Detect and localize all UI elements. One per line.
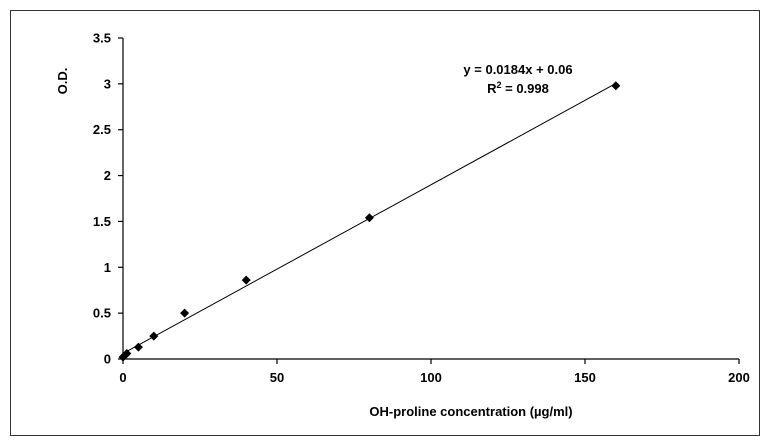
- x-axis-ticks: 0 50 100 150 200: [119, 359, 750, 385]
- y-axis-ticks: 0 0.5 1 1.5 2 2.5 3 3.5: [93, 31, 123, 367]
- x-tick-label: 150: [574, 370, 596, 385]
- x-tick-label: 200: [728, 370, 750, 385]
- x-tick-label: 50: [270, 370, 284, 385]
- chart-frame: 0 0.5 1 1.5 2 2.5 3 3.5 0 50 100 150 200 O.D. OH-pr…: [10, 10, 760, 436]
- r-squared-suffix: = 0.998: [502, 81, 549, 96]
- x-tick-label: 0: [119, 370, 126, 385]
- data-point: [611, 81, 621, 91]
- data-point: [133, 342, 143, 352]
- y-tick-label: 2.5: [93, 122, 111, 137]
- y-axis-title: O.D.: [55, 68, 70, 95]
- y-tick-label: 2: [104, 168, 111, 183]
- trendline-equation: y = 0.0184x + 0.06: [463, 62, 572, 77]
- y-tick-label: 3: [104, 76, 111, 91]
- data-point: [180, 308, 190, 318]
- data-point: [364, 213, 374, 223]
- x-axis-title: OH-proline concentration (µg/ml): [369, 404, 572, 419]
- chart-svg: 0 0.5 1 1.5 2 2.5 3 3.5 0 50 100 150 200 O.D. OH-pr…: [55, 31, 750, 420]
- y-tick-label: 3.5: [93, 31, 111, 46]
- x-tick-label: 100: [420, 370, 442, 385]
- data-points: [118, 81, 621, 362]
- y-tick-label: 1.5: [93, 214, 111, 229]
- y-tick-label: 0.5: [93, 306, 111, 321]
- data-point: [241, 275, 251, 285]
- r-squared-prefix: R: [487, 81, 497, 96]
- r-squared-superscript: 2: [497, 80, 502, 90]
- y-tick-label: 0: [104, 352, 111, 367]
- trendline-r-squared: R2 = 0.998: [487, 80, 549, 96]
- y-tick-label: 1: [104, 260, 111, 275]
- data-point: [122, 348, 132, 358]
- data-point: [149, 331, 159, 341]
